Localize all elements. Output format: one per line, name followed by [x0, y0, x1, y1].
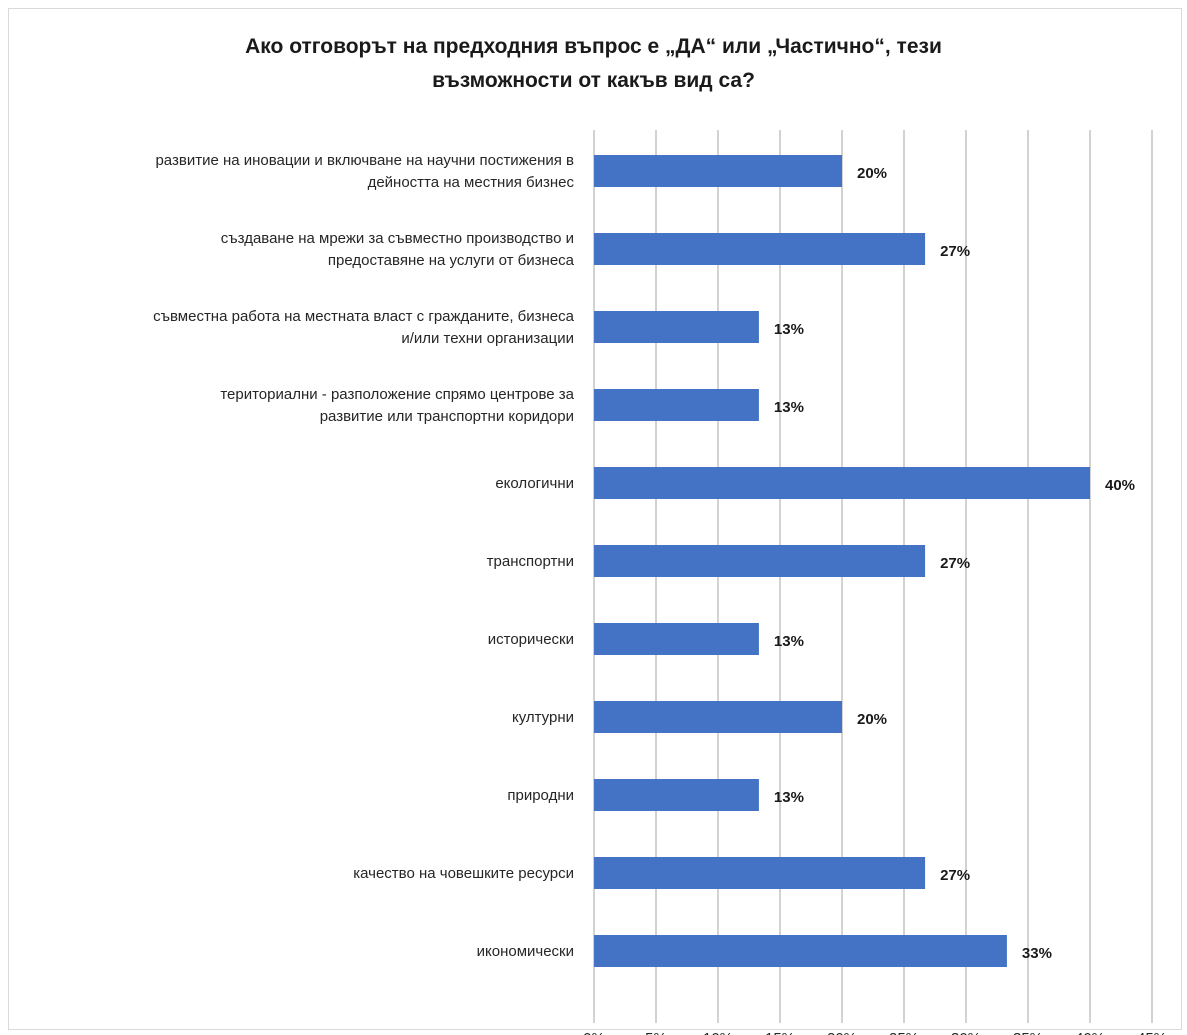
chart-title-line-2: възможности от какъв вид са? — [432, 69, 755, 92]
chart-title-line-1: Ако отговорът на предходния въпрос е „ДА… — [245, 35, 942, 58]
category-label-8: природни — [507, 787, 574, 804]
category-label-0-line-1: дейността на местния бизнес — [368, 174, 575, 191]
data-label-4: 40% — [1105, 477, 1135, 494]
data-label-2: 13% — [774, 321, 804, 338]
category-label-3-line-0: териториални - разположение спрямо центр… — [220, 386, 574, 403]
x-tick-label-0: 0% — [583, 1030, 605, 1035]
category-label-10: икономически — [477, 943, 574, 960]
x-tick-label-1: 5% — [645, 1030, 667, 1035]
x-tick-label-5: 25% — [889, 1030, 919, 1035]
category-label-4: екологични — [495, 475, 574, 492]
data-label-9: 27% — [940, 867, 970, 884]
bar-2 — [594, 311, 759, 343]
data-label-3: 13% — [774, 399, 804, 416]
data-label-10: 33% — [1022, 945, 1052, 962]
x-tick-label-9: 45% — [1137, 1030, 1167, 1035]
bar-5 — [594, 545, 926, 577]
chart-title: Ако отговорът на предходния въпрос е „ДА… — [0, 30, 1187, 98]
category-label-6: исторически — [488, 631, 574, 648]
data-label-5: 27% — [940, 555, 970, 572]
bar-0 — [594, 155, 842, 187]
bar-6 — [594, 623, 759, 655]
data-label-6: 13% — [774, 633, 804, 650]
bar-8 — [594, 779, 759, 811]
bar-3 — [594, 389, 759, 421]
data-label-1: 27% — [940, 243, 970, 260]
category-label-5: транспортни — [487, 553, 574, 570]
x-tick-label-2: 10% — [703, 1030, 733, 1035]
labels: 0% 5% 10% 15% 20% 25% 30% 35% 40% 45% развитие на … — [153, 152, 1167, 1035]
bar-4 — [594, 467, 1090, 499]
data-label-0: 20% — [857, 165, 887, 182]
data-label-8: 13% — [774, 789, 804, 806]
x-tick-label-7: 35% — [1013, 1030, 1043, 1035]
x-tick-label-3: 15% — [765, 1030, 795, 1035]
category-label-2-line-1: и/или техни организации — [401, 330, 574, 347]
category-label-0-line-0: развитие на иновации и включване на науч… — [155, 152, 574, 169]
x-tick-label-6: 30% — [951, 1030, 981, 1035]
x-tick-label-8: 40% — [1075, 1030, 1105, 1035]
data-label-7: 20% — [857, 711, 887, 728]
bar-9 — [594, 857, 926, 889]
category-label-1-line-1: предоставяне на услуги от бизнеса — [328, 252, 575, 269]
category-label-2-line-0: съвместна работа на местната власт с гра… — [153, 308, 575, 325]
category-label-9: качество на човешките ресурси — [353, 865, 574, 882]
category-label-3-line-1: развитие или транспортни коридори — [320, 408, 574, 425]
bar-10 — [594, 935, 1007, 967]
bars — [594, 155, 1090, 967]
bar-1 — [594, 233, 926, 265]
x-tick-label-4: 20% — [827, 1030, 857, 1035]
bar-7 — [594, 701, 842, 733]
category-label-1-line-0: създаване на мрежи за съвместно производ… — [221, 230, 574, 247]
category-label-7: културни — [512, 709, 574, 726]
